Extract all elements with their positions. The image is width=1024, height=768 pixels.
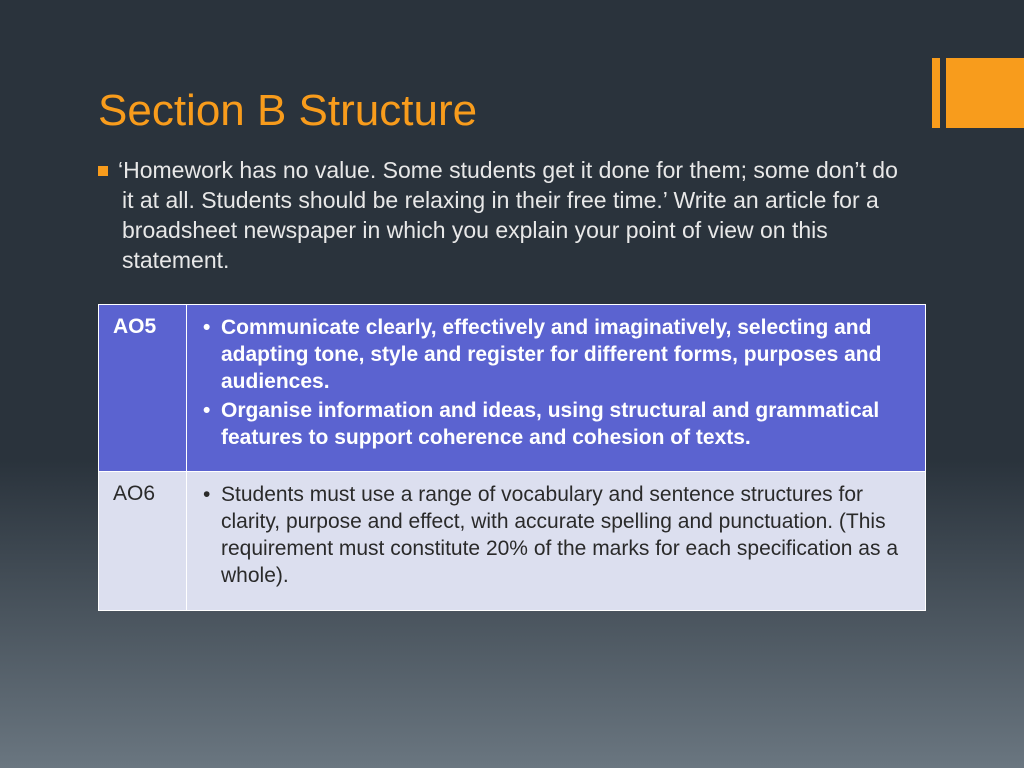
accent-box — [946, 58, 1024, 128]
row-content: Students must use a range of vocabulary … — [187, 472, 926, 611]
row-content: Communicate clearly, effectively and ima… — [187, 305, 926, 472]
table-row: AO5 Communicate clearly, effectively and… — [99, 305, 926, 472]
table-row: AO6 Students must use a range of vocabul… — [99, 472, 926, 611]
slide-title: Section B Structure — [98, 86, 477, 136]
bullet-icon — [98, 166, 108, 176]
accent-bar — [932, 58, 940, 128]
slide-body: ‘Homework has no value. Some students ge… — [98, 156, 898, 276]
row-label: AO6 — [99, 472, 187, 611]
list-item: Students must use a range of vocabulary … — [221, 482, 913, 590]
list-item: Organise information and ideas, using st… — [221, 398, 913, 452]
row-label: AO5 — [99, 305, 187, 472]
list-item: Communicate clearly, effectively and ima… — [221, 315, 913, 396]
slide-body-text: ‘Homework has no value. Some students ge… — [118, 157, 898, 273]
assessment-table: AO5 Communicate clearly, effectively and… — [98, 304, 926, 611]
